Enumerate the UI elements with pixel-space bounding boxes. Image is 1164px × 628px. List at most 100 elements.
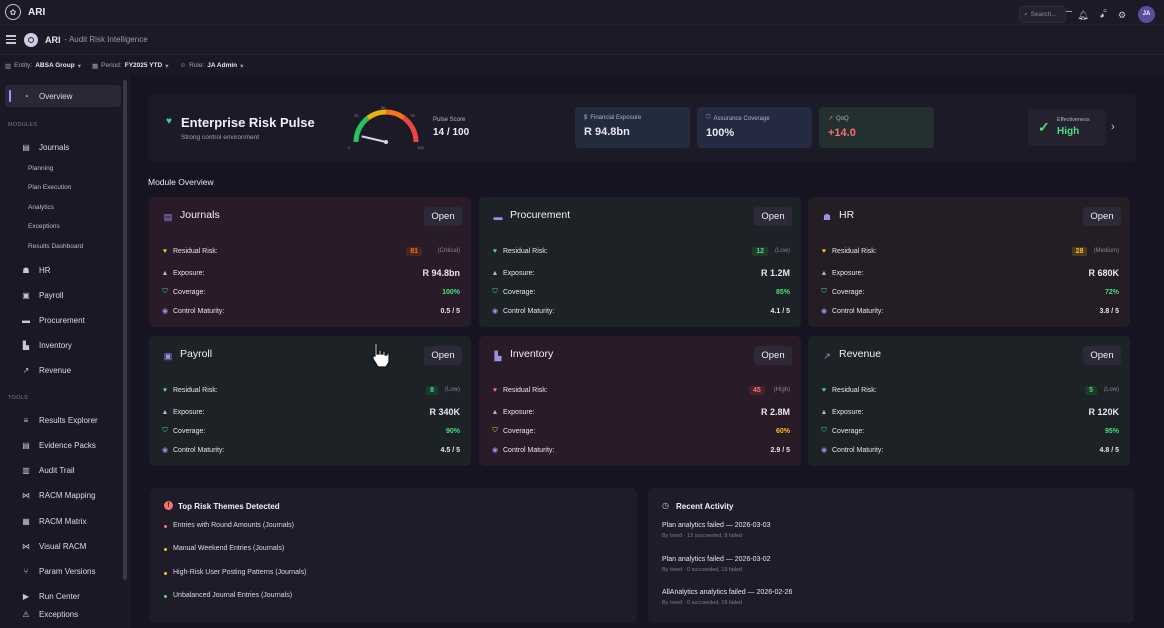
activity-item[interactable]: Plan analytics failed — 2026-03-03: [662, 522, 771, 529]
kpi-assurance-coverage: ⛉ Assurance Coverage 100%: [697, 107, 812, 148]
journal-icon: ▤: [163, 212, 173, 222]
open-button[interactable]: Open: [424, 346, 462, 365]
chart-line-icon: ↗: [823, 351, 831, 361]
pulse-score-value: 14 / 100: [433, 127, 470, 138]
maturity-value: 4.8 / 5: [1099, 446, 1119, 454]
open-button[interactable]: Open: [754, 207, 792, 226]
open-button[interactable]: Open: [754, 346, 792, 365]
gear-icon[interactable]: ⚙: [1117, 10, 1127, 20]
activity-item[interactable]: AllAnalytics analytics failed — 2026-02-…: [662, 589, 793, 596]
gauge-tick: 0: [348, 145, 351, 150]
sidebar-subitem-exceptions[interactable]: Exceptions: [28, 223, 60, 230]
check-icon: ✓: [1038, 119, 1050, 135]
activity-item-meta: By trsed · 0 succeeded, 19 failed: [662, 567, 743, 573]
context-bar: ▥ Entity: ABSA Group ▾ ▦ Period: FY2025 …: [0, 54, 1164, 76]
open-button[interactable]: Open: [1083, 207, 1121, 226]
chevron-down-icon: ▾: [240, 62, 244, 70]
sidebar-item-inventory[interactable]: ▙ Inventory: [5, 334, 121, 356]
weight-icon: ▲: [161, 408, 169, 416]
row-label: Coverage:: [832, 427, 865, 435]
chevron-right-icon[interactable]: ›: [1111, 121, 1115, 133]
sidebar-item-label: Evidence Packs: [39, 440, 96, 450]
document-icon: ▥: [22, 465, 30, 475]
effectiveness-label: Effectiveness: [1057, 117, 1090, 123]
row-label: Control Maturity:: [173, 446, 225, 454]
risk-theme-item[interactable]: Entries with Round Amounts (Journals): [173, 522, 294, 529]
theme-dot: [164, 572, 167, 575]
sidebar-item-label: Visual RACM: [39, 541, 87, 551]
period-selector[interactable]: ▦ Period: FY2025 YTD ▾: [92, 62, 169, 70]
risk-theme-item[interactable]: Manual Weekend Entries (Journals): [173, 545, 285, 552]
exposure-value: R 340K: [429, 407, 460, 417]
open-button[interactable]: Open: [424, 207, 462, 226]
journal-icon: ▤: [22, 142, 30, 152]
sidebar-subitem-planning[interactable]: Planning: [28, 165, 54, 172]
menu-icon[interactable]: [6, 35, 16, 44]
period-value: FY2025 YTD: [124, 62, 163, 69]
sidebar-item-overview[interactable]: ◔ Overview: [5, 85, 121, 107]
sidebar-item-hr[interactable]: ☗ HR: [5, 259, 121, 281]
maximize-icon[interactable]: ▫: [1103, 6, 1107, 17]
sidebar-subitem-results-dashboard[interactable]: Results Dashboard: [28, 243, 84, 250]
sidebar-item-run-center[interactable]: ▶ Run Center: [5, 585, 121, 607]
module-card-payroll: ▣ Payroll Open ♥ Residual Risk: 8 (Low) …: [149, 336, 471, 466]
sidebar-item-evidence-packs[interactable]: ▤ Evidence Packs: [5, 434, 121, 456]
dollar-icon: $: [584, 115, 588, 121]
sidebar-item-racm-matrix[interactable]: ▦ RACM Matrix: [5, 510, 121, 532]
heart-pulse-icon: ♥: [166, 116, 172, 127]
row-label: Control Maturity:: [832, 307, 884, 315]
building-icon: ▥: [5, 62, 12, 70]
sidebar-item-procurement[interactable]: ▬ Procurement: [5, 309, 121, 331]
theme-dot: [164, 548, 167, 551]
sidebar-item-exceptions[interactable]: ⚠ Exceptions: [5, 610, 121, 624]
entity-selector[interactable]: ▥ Entity: ABSA Group ▾: [5, 62, 81, 70]
sidebar-item-payroll[interactable]: ▣ Payroll: [5, 284, 121, 306]
sidebar-item-journals[interactable]: ▤ Journals: [5, 136, 121, 158]
kpi-label: Assurance Coverage: [713, 115, 770, 122]
sidebar-item-label: HR: [39, 265, 51, 275]
sidebar-item-label: Results Explorer: [39, 415, 98, 425]
sidebar-item-audit-trail[interactable]: ▥ Audit Trail: [5, 459, 121, 481]
sidebar-item-label: Exceptions: [39, 610, 79, 619]
sidebar-scrollbar[interactable]: [123, 80, 127, 580]
sidebar-subitem-plan-execution[interactable]: Plan Execution: [28, 184, 72, 191]
shield-icon: ♥: [162, 247, 168, 255]
gauge-icon: ◉: [491, 447, 499, 454]
sidebar-item-racm-mapping[interactable]: ⋈ RACM Mapping: [5, 484, 121, 506]
clock-icon: ◷: [662, 501, 669, 510]
row-label: Residual Risk:: [503, 386, 548, 394]
role-selector[interactable]: ☺ Role: JA Admin ▾: [179, 62, 243, 70]
gauge-tick: 50: [381, 105, 386, 110]
bell-icon[interactable]: 🔔︎: [1077, 10, 1089, 20]
gauge-tick: 75: [410, 113, 415, 118]
avatar[interactable]: JA: [1138, 6, 1155, 23]
weight-icon: ▲: [820, 269, 828, 277]
weight-icon: ▲: [820, 408, 828, 416]
maturity-value: 4.1 / 5: [770, 307, 790, 315]
sidebar-subitem-analytics[interactable]: Analytics: [28, 204, 55, 211]
risk-score-badge: 12: [752, 246, 768, 256]
shield-check-icon: ⛉: [162, 288, 168, 295]
effectiveness-badge[interactable]: [1028, 109, 1106, 146]
risk-severity: (Medium): [1093, 248, 1119, 254]
palette-icon[interactable]: ◕: [1099, 10, 1105, 20]
risk-theme-item[interactable]: High-Risk User Posting Patterns (Journal…: [173, 569, 307, 576]
search-placeholder: Search...: [1030, 11, 1057, 18]
truck-icon: ▬: [493, 212, 503, 222]
sidebar-item-visual-racm[interactable]: ⋈ Visual RACM: [5, 535, 121, 557]
risk-theme-item[interactable]: Unbalanced Journal Entries (Journals): [173, 592, 293, 599]
control-maturity-row: ◉ Control Maturity: 4.8 / 5: [819, 444, 1119, 456]
search-input[interactable]: ⌕ Search...: [1019, 6, 1066, 23]
activity-item[interactable]: Plan analytics failed — 2026-03-02: [662, 556, 771, 563]
sidebar-item-param-versions[interactable]: ⑂ Param Versions: [5, 560, 121, 582]
risk-severity: (Low): [1103, 387, 1119, 393]
chevron-down-icon: ▾: [165, 62, 169, 70]
open-button[interactable]: Open: [1083, 346, 1121, 365]
top-risk-themes-title: Top Risk Themes Detected: [178, 502, 280, 511]
risk-score-badge: 8: [426, 385, 438, 395]
play-icon: ▶: [22, 591, 30, 601]
window-title-bar: ✿ ARI: [0, 0, 1164, 24]
sidebar-item-revenue[interactable]: ↗ Revenue: [5, 359, 121, 381]
minimize-icon[interactable]: —: [1062, 6, 1072, 17]
sidebar-item-results-explorer[interactable]: ≡ Results Explorer: [5, 409, 121, 431]
